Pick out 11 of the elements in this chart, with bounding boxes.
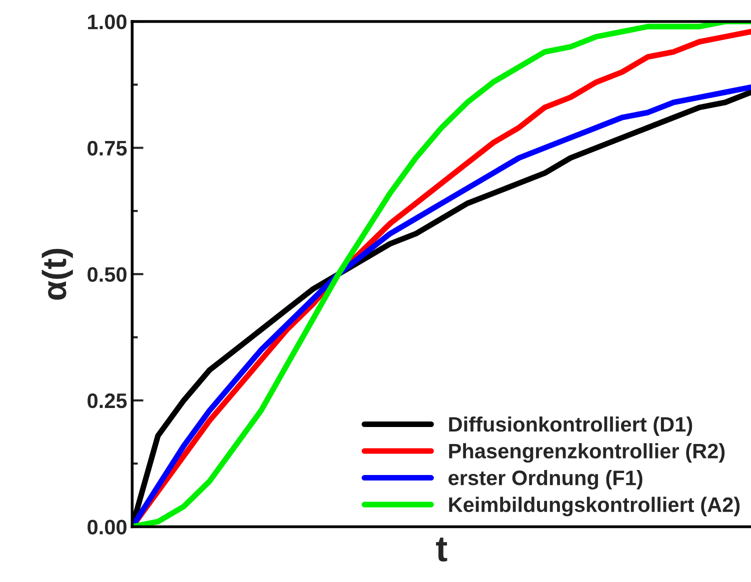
legend-label: Keimbildungskontrolliert (A2) [449,496,740,516]
y-axis-title: α(t) [42,248,73,300]
y-tick-label: 0.50 [88,267,126,282]
y-tick-label: 1.00 [88,14,126,30]
legend-label: Diffusionkontrolliert (D1) [449,416,692,436]
y-tick-label: 0.25 [88,393,127,408]
x-axis-title: t [436,538,448,562]
legend-label: Phasengrenzkontrollier (R2) [449,443,725,463]
legend-label: erster Ordnung (F1) [448,470,642,490]
y-tick-label: 0.00 [88,520,126,534]
y-tick-label: 0.75 [88,140,127,156]
